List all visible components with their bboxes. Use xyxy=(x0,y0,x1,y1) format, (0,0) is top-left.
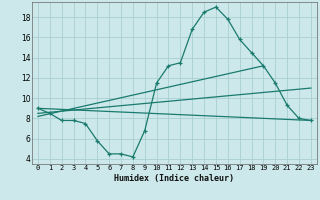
X-axis label: Humidex (Indice chaleur): Humidex (Indice chaleur) xyxy=(115,174,234,183)
